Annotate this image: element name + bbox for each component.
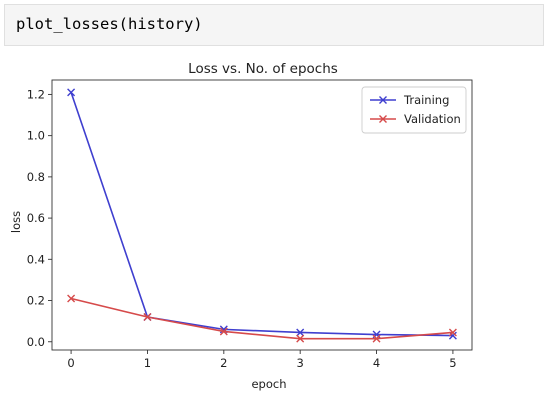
series-line-validation xyxy=(70,297,453,340)
x-tick-label: 5 xyxy=(449,356,456,370)
data-point-validation xyxy=(372,334,381,343)
data-point-training xyxy=(67,88,76,97)
data-point-validation xyxy=(219,327,228,336)
x-tick-label: 4 xyxy=(373,356,380,370)
data-point-training xyxy=(296,328,305,337)
y-tick-label: 0.4 xyxy=(27,252,45,266)
legend-label-validation: Validation xyxy=(404,112,461,126)
y-tick-label: 0.6 xyxy=(27,211,45,225)
y-tick-label: 0.2 xyxy=(27,294,45,308)
loss-chart: Loss vs. No. of epochs 0 1 2 3 4 5 0.0 0.2 0.4 0.… xyxy=(9,61,473,391)
data-point-validation xyxy=(296,334,305,343)
data-point-validation xyxy=(143,313,152,322)
plot-area: 0 1 2 3 4 5 0.0 0.2 0.4 0.6 0.8 1.0 1.2 Training Valid… xyxy=(27,79,473,370)
y-tick-label: 0.8 xyxy=(27,170,45,184)
legend-marker-validation xyxy=(379,115,387,123)
y-tick-label: 1.2 xyxy=(27,87,45,101)
code-cell[interactable]: plot_losses(history) xyxy=(4,4,544,46)
x-tick-label: 1 xyxy=(144,356,151,370)
code-cell-source[interactable]: plot_losses(history) xyxy=(16,15,203,33)
x-tick-label: 0 xyxy=(67,356,74,370)
y-tick-label: 1.0 xyxy=(27,129,45,143)
x-axis-label: epoch xyxy=(251,377,286,391)
x-tick-label: 3 xyxy=(297,356,304,370)
legend-box xyxy=(361,86,467,134)
data-point-validation xyxy=(448,328,457,337)
data-point-validation xyxy=(67,294,76,303)
chart-title: Loss vs. No. of epochs xyxy=(188,61,338,77)
y-axis-label: loss xyxy=(9,211,23,233)
legend-marker-training xyxy=(379,96,387,104)
cell-output: Loss vs. No. of epochs 0 1 2 3 4 5 0.0 0.2 0.4 0.… xyxy=(0,52,549,402)
plot-frame xyxy=(51,79,473,351)
y-tick-label: 0.0 xyxy=(27,335,45,349)
x-tick-label: 2 xyxy=(220,356,227,370)
legend-label-training: Training xyxy=(403,93,449,107)
series-line-training xyxy=(70,92,453,337)
